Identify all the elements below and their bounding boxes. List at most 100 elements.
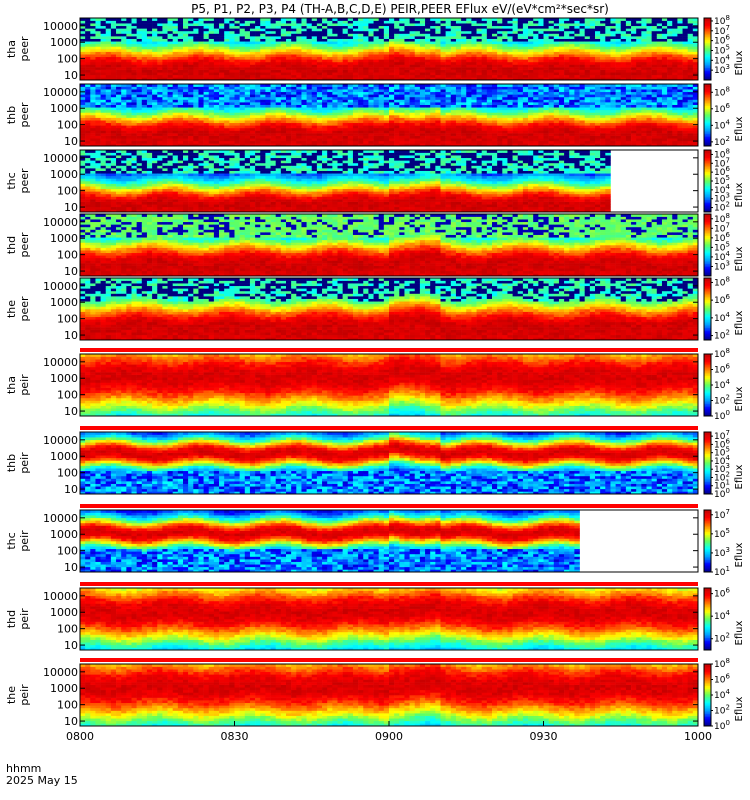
- heatmap-cell: [528, 28, 533, 31]
- heatmap-cell: [394, 59, 399, 62]
- heatmap-cell: [183, 41, 188, 44]
- heatmap-cell: [162, 141, 167, 144]
- heatmap-cell: [585, 41, 590, 44]
- heatmap-cell: [518, 46, 523, 49]
- heatmap-cell: [240, 125, 245, 128]
- heatmap-cell: [111, 65, 116, 68]
- heatmap-cell: [441, 131, 446, 134]
- heatmap-cell: [446, 136, 451, 139]
- heatmap-cell: [240, 52, 245, 55]
- heatmap-cell: [466, 105, 471, 108]
- heatmap-cell: [291, 133, 296, 136]
- heatmap-cell: [435, 112, 440, 115]
- heatmap-cell: [271, 136, 276, 139]
- heatmap-cell: [312, 75, 317, 78]
- heatmap-cell: [168, 49, 173, 52]
- heatmap-cell: [173, 59, 178, 62]
- heatmap-cell: [307, 49, 312, 52]
- heatmap-cell: [235, 102, 240, 105]
- heatmap-cell: [152, 136, 157, 139]
- heatmap-cell: [435, 39, 440, 42]
- heatmap-cell: [209, 49, 214, 52]
- heatmap-cell: [471, 34, 476, 37]
- heatmap-cell: [343, 89, 348, 92]
- heatmap-cell: [162, 87, 167, 90]
- heatmap-cell: [147, 89, 152, 92]
- heatmap-cell: [641, 72, 646, 75]
- heatmap-cell: [271, 49, 276, 52]
- heatmap-cell: [198, 133, 203, 136]
- heatmap-cell: [183, 54, 188, 57]
- heatmap-cell: [502, 39, 507, 42]
- heatmap-cell: [307, 120, 312, 123]
- heatmap-cell: [384, 112, 389, 115]
- heatmap-cell: [384, 97, 389, 100]
- heatmap-cell: [95, 44, 100, 47]
- heatmap-cell: [374, 67, 379, 70]
- heatmap-cell: [446, 102, 451, 105]
- heatmap-cell: [399, 23, 404, 26]
- heatmap-cell: [245, 118, 250, 121]
- heatmap-cell: [183, 125, 188, 128]
- heatmap-cell: [142, 141, 147, 144]
- heatmap-cell: [312, 115, 317, 118]
- heatmap-cell: [137, 115, 142, 118]
- heatmap-cell: [224, 100, 229, 103]
- heatmap-cell: [291, 87, 296, 90]
- heatmap-cell: [590, 46, 595, 49]
- heatmap-cell: [250, 133, 255, 136]
- heatmap-cells: [80, 84, 698, 146]
- heatmap-cell: [101, 75, 106, 78]
- heatmap-cell: [265, 102, 270, 105]
- heatmap-cell: [569, 75, 574, 78]
- heatmap-cell: [446, 59, 451, 62]
- heatmap-cell: [502, 21, 507, 24]
- heatmap-cell: [446, 120, 451, 123]
- heatmap-cell: [456, 44, 461, 47]
- heatmap-cell: [85, 67, 90, 70]
- heatmap-cell: [214, 87, 219, 90]
- heatmap-cell: [229, 46, 234, 49]
- heatmap-cell: [425, 70, 430, 73]
- heatmap-cell: [353, 46, 358, 49]
- heatmap-cell: [585, 36, 590, 39]
- heatmap-cell: [188, 133, 193, 136]
- heatmap-cell: [101, 57, 106, 60]
- heatmap-cell: [245, 75, 250, 78]
- heatmap-cell: [322, 70, 327, 73]
- heatmap-cell: [188, 102, 193, 105]
- heatmap-cell: [338, 26, 343, 29]
- heatmap-cell: [482, 75, 487, 78]
- heatmap-cell: [379, 52, 384, 55]
- heatmap-cell: [518, 138, 523, 141]
- heatmap-cell: [142, 31, 147, 34]
- heatmap-cell: [399, 39, 404, 42]
- heatmap-cell: [260, 138, 265, 141]
- heatmap-cell: [549, 21, 554, 24]
- heatmap-cell: [95, 102, 100, 105]
- heatmap-cell: [538, 59, 543, 62]
- heatmap-cell: [513, 67, 518, 70]
- heatmap-cell: [126, 110, 131, 113]
- heatmap-cell: [111, 31, 116, 34]
- heatmap-cell: [265, 75, 270, 78]
- heatmap-cell: [281, 23, 286, 26]
- heatmap-cell: [204, 118, 209, 121]
- heatmap-cell: [265, 57, 270, 60]
- heatmap-cell: [240, 118, 245, 121]
- heatmap-cell: [142, 62, 147, 65]
- heatmap-cell: [173, 136, 178, 139]
- heatmap-cell: [116, 34, 121, 37]
- heatmap-cell: [420, 31, 425, 34]
- heatmap-cell: [502, 141, 507, 144]
- heatmap-cell: [672, 65, 677, 68]
- heatmap-cell: [137, 97, 142, 100]
- heatmap-cell: [513, 105, 518, 108]
- heatmap-cell: [487, 34, 492, 37]
- heatmap-cell: [214, 31, 219, 34]
- heatmap-cell: [332, 136, 337, 139]
- heatmap-cell: [137, 57, 142, 60]
- heatmap-cell: [209, 65, 214, 68]
- heatmap-cell: [307, 23, 312, 26]
- heatmap-cell: [291, 23, 296, 26]
